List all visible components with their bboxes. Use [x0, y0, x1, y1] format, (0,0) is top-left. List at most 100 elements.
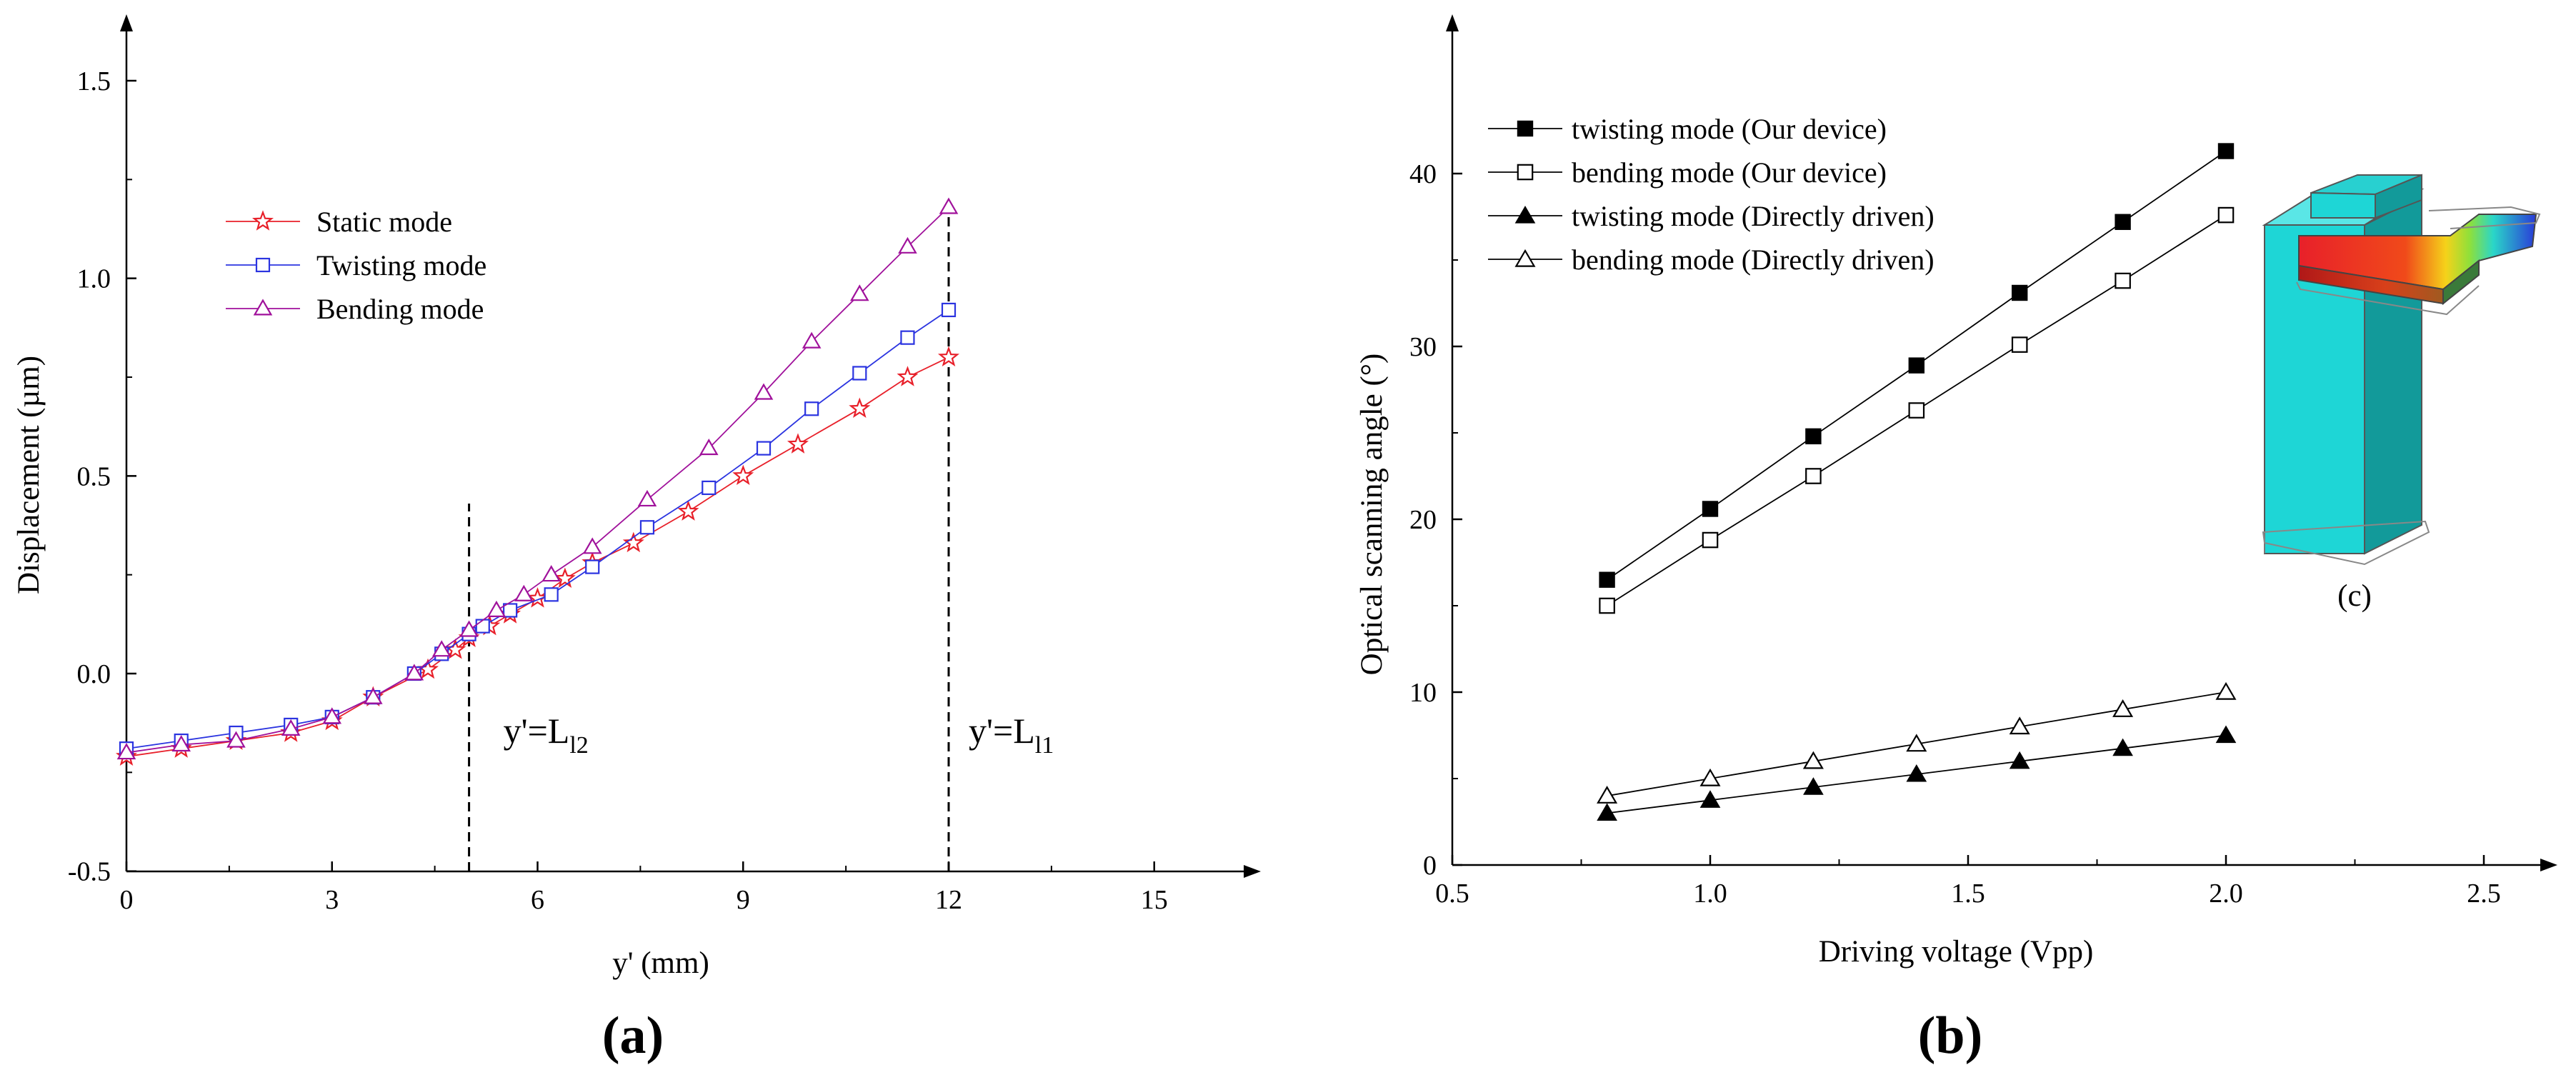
- chart-a-xtick-label: 6: [531, 885, 544, 915]
- device-inset-illustration: (c): [2262, 174, 2541, 613]
- chart-b-point-square-filled: [2217, 143, 2235, 159]
- chart-b-point-square-filled: [1702, 501, 1719, 517]
- chart-a-point-star: [787, 433, 809, 454]
- chart-a-point-triangle: [431, 640, 451, 657]
- chart-a-point-triangle: [802, 331, 822, 349]
- chart-b-xlabel: Driving voltage (Vpp): [1819, 935, 2094, 969]
- chart-a-ytick-label: -0.5: [68, 857, 111, 887]
- chart-a-point-star: [554, 567, 576, 588]
- chart-b-point-triangle-open: [2215, 681, 2237, 700]
- chart-a-legend-marker: [251, 210, 274, 231]
- chart-a-point-star: [444, 639, 466, 659]
- base-outline: [2262, 520, 2430, 566]
- chart-b-point-triangle-open: [2009, 716, 2030, 735]
- chart-a-point-star: [849, 397, 871, 419]
- chart-a-point-square: [544, 587, 559, 602]
- chart-a-x-arrow: [1244, 865, 1261, 878]
- chart-b: 0.5 1.0 1.5 2.0 2.5 0 10 20 30 40 twisting mode (…: [1355, 14, 2557, 1065]
- chart-a-point-triangle: [322, 707, 342, 724]
- chart-b-point-square-open: [2011, 336, 2028, 353]
- chart-b-point-triangle-filled: [2112, 738, 2133, 756]
- chart-b-point-square-open: [1599, 597, 1615, 614]
- chart-a-line-square: [126, 309, 949, 749]
- chart-a-point-square: [804, 401, 819, 416]
- chart-a-annotation-subscript: l2: [569, 732, 588, 759]
- chart-a-legend-label: Twisting mode: [316, 249, 486, 281]
- chart-a-line-triangle: [126, 206, 949, 754]
- chart-b-legend-marker: [1517, 164, 1534, 181]
- chart-a-xtick-label: 15: [1141, 885, 1168, 915]
- chart-a-annotation-subscript: l1: [1035, 732, 1054, 759]
- chart-b-legend-marker: [1514, 249, 1536, 267]
- chart-b-point-square-filled: [1805, 428, 1822, 445]
- chart-b-ytick-label: 40: [1409, 159, 1437, 189]
- chart-a-xtick-label: 9: [737, 885, 750, 915]
- chart-a-point-triangle: [514, 584, 534, 601]
- chart-b-point-triangle-filled: [1597, 803, 1617, 821]
- chart-b-y-arrow: [1446, 14, 1459, 31]
- chart-b-legend-label: twisting mode (Our device): [1572, 113, 1887, 145]
- chart-b-legend-label: twisting mode (Directly driven): [1572, 200, 1935, 232]
- chart-a: 0 3 6 9 12 15 -0.5 0.0 0.5 1.0 1.5 y'=Ll2 y'=Ll1 St…: [12, 14, 1261, 1065]
- chart-a-point-star: [732, 464, 754, 486]
- chart-a-xtick-label: 3: [325, 885, 339, 915]
- chart-b-series: [1597, 143, 2237, 821]
- chart-a-point-star: [526, 587, 549, 608]
- chart-b-legend-marker: [1514, 206, 1536, 224]
- chart-b-axes: [1446, 14, 2557, 871]
- chart-b-ytick-label: 10: [1409, 678, 1437, 708]
- chart-b-xtick-label: 1.0: [1693, 879, 1727, 909]
- chart-b-point-triangle-filled: [2215, 725, 2237, 744]
- chart-b-point-triangle-open: [1906, 734, 1927, 752]
- chart-b-legend: twisting mode (Our device) bending mode (…: [1488, 113, 1935, 276]
- chart-a-point-square: [585, 559, 600, 574]
- chart-b-panel-label: (b): [1918, 1006, 1982, 1065]
- chart-a-y-arrow: [120, 14, 133, 31]
- beam-end-front: [2442, 259, 2480, 306]
- chart-a-point-triangle: [939, 197, 959, 214]
- chart-a-legend-label: Bending mode: [316, 293, 484, 325]
- top-block-front: [2310, 191, 2376, 219]
- chart-a-point-triangle: [226, 731, 246, 748]
- chart-a-point-square: [702, 480, 717, 496]
- chart-b-ticks: 0.5 1.0 1.5 2.0 2.5 0 10 20 30 40: [1409, 159, 2501, 909]
- chart-b-point-triangle-filled: [1803, 777, 1824, 795]
- chart-b-point-square-filled: [2115, 214, 2131, 230]
- chart-b-ylabel: Optical scanning angle (°): [1355, 354, 1389, 676]
- chart-a-annotation-label: y'=Ll2: [504, 711, 589, 759]
- chart-b-point-square-open: [2217, 206, 2235, 224]
- chart-a-point-star: [677, 500, 699, 521]
- chart-b-point-triangle-open: [1699, 768, 1721, 786]
- chart-a-point-triangle: [754, 383, 774, 400]
- chart-a-point-triangle: [850, 284, 869, 301]
- chart-a-legend-label: Static mode: [316, 206, 452, 238]
- chart-a-annotations: y'=Ll2 y'=Ll1: [468, 196, 1054, 871]
- chart-a-point-square: [503, 603, 518, 618]
- chart-a-point-square: [900, 330, 915, 345]
- chart-b-ytick-label: 0: [1423, 851, 1437, 881]
- chart-a-legend-marker: [255, 257, 271, 273]
- chart-a-point-triangle: [541, 565, 561, 582]
- chart-a-point-star: [937, 346, 960, 367]
- chart-a-point-triangle: [281, 719, 301, 736]
- chart-b-point-triangle-open: [2112, 699, 2134, 717]
- chart-a-point-triangle: [486, 600, 506, 617]
- chart-a-point-triangle: [637, 489, 657, 507]
- chart-a-xtick-label: 12: [935, 885, 962, 915]
- chart-b-xtick-label: 2.5: [2467, 879, 2501, 909]
- chart-b-point-triangle-filled: [2009, 751, 2030, 769]
- chart-a-ytick-label: 1.0: [77, 264, 111, 294]
- chart-b-xtick-label: 1.5: [1951, 879, 1985, 909]
- chart-a-point-star: [897, 366, 919, 386]
- chart-b-point-square-open: [2115, 272, 2131, 289]
- chart-a-point-square: [756, 441, 772, 456]
- chart-b-point-triangle-open: [1597, 786, 1618, 804]
- chart-a-series: [115, 197, 960, 766]
- chart-b-point-square-open: [1702, 531, 1719, 549]
- inset-label: (c): [2337, 579, 2372, 613]
- chart-a-point-square: [475, 619, 490, 634]
- chart-a-point-triangle: [404, 664, 424, 681]
- chart-a-ytick-label: 0.0: [77, 659, 111, 689]
- chart-b-point-square-open: [1908, 402, 1925, 419]
